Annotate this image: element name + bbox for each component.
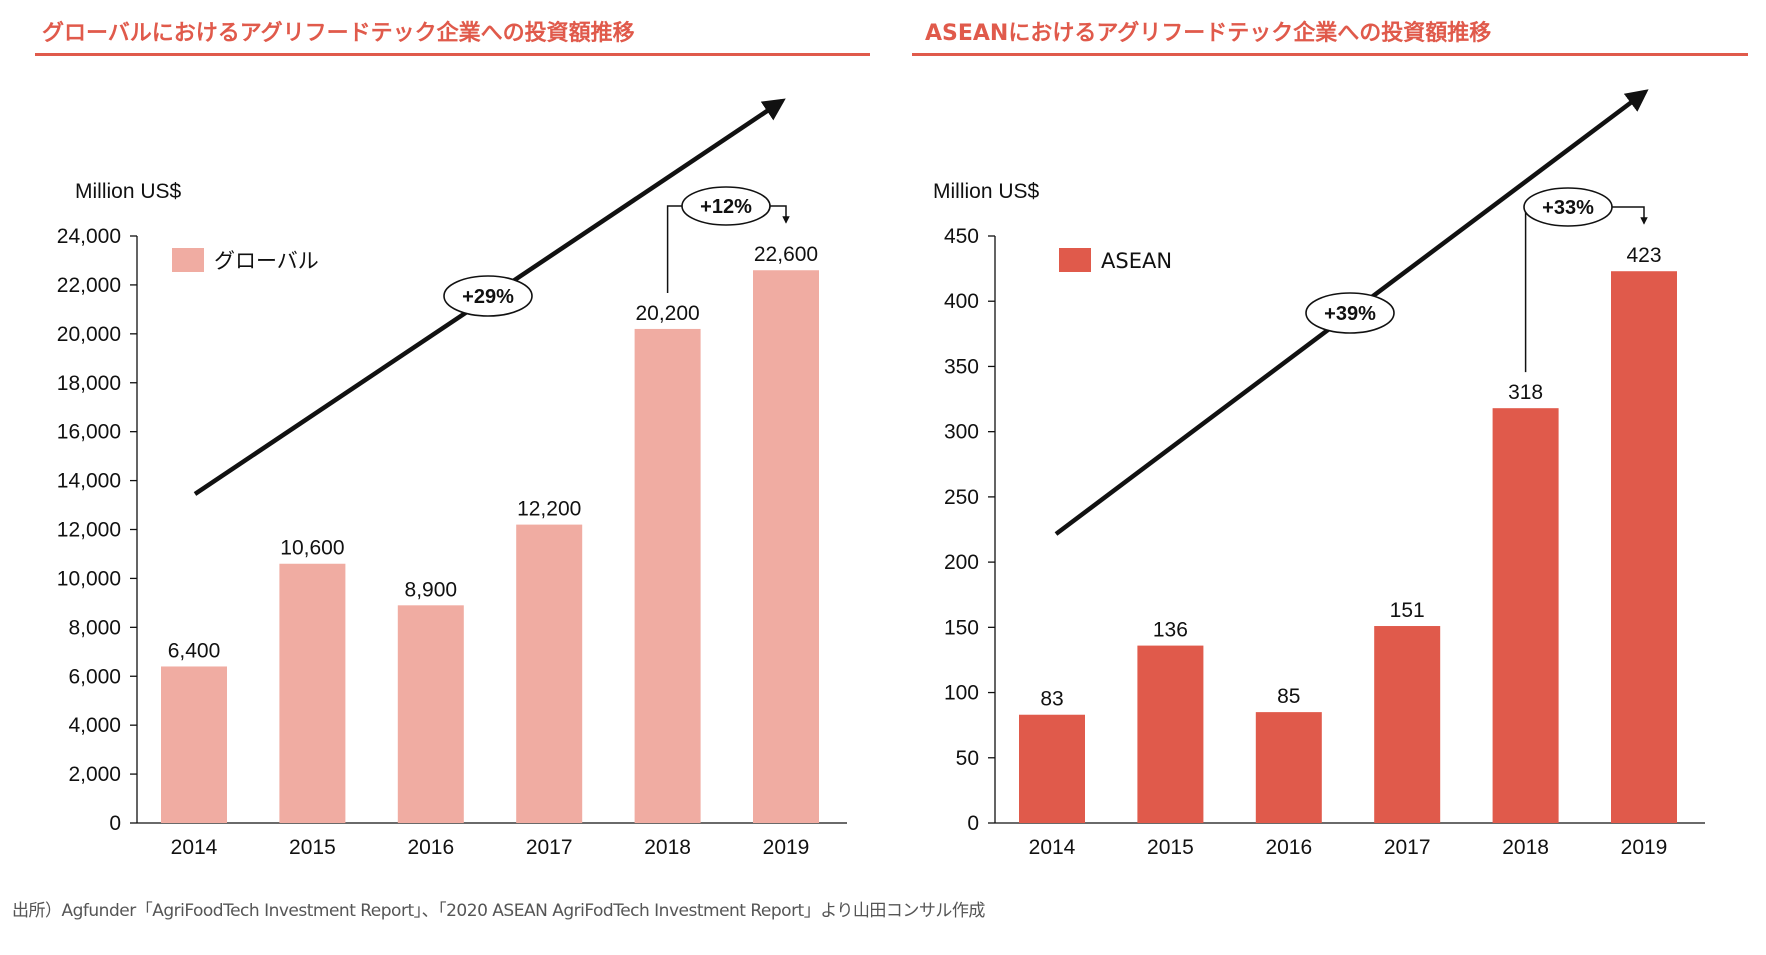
x-tick-label-2019: 2019 bbox=[1621, 836, 1668, 859]
title-underline-asean bbox=[912, 53, 1748, 56]
x-tick-label-2016: 2016 bbox=[1265, 836, 1312, 859]
y-tick-label: 16,000 bbox=[57, 421, 121, 444]
y-tick-label: 24,000 bbox=[57, 225, 121, 248]
bar-2017 bbox=[516, 524, 583, 823]
bar-2018 bbox=[634, 328, 701, 823]
y-tick-label: 2,000 bbox=[68, 763, 121, 786]
data-label-2018: 318 bbox=[1508, 381, 1543, 404]
y-tick-label: 350 bbox=[944, 355, 979, 378]
y-tick-label: 50 bbox=[956, 747, 979, 770]
chart-title-asean: ASEANにおけるアグリフードテック企業への投資額推移 bbox=[925, 21, 1492, 46]
bar-chart-global: Million US$ 0 2,000 4,000 6,000 8,000 10,000 12… bbox=[57, 98, 847, 859]
y-axis-label: Million US$ bbox=[75, 180, 182, 203]
data-label-2017: 151 bbox=[1390, 599, 1425, 622]
data-label-2014: 6,400 bbox=[168, 639, 221, 662]
x-tick-label-2018: 2018 bbox=[644, 836, 691, 859]
y-tick-label: 100 bbox=[944, 682, 979, 705]
y-tick-label: 0 bbox=[967, 812, 979, 835]
y-tick-label: 20,000 bbox=[57, 323, 121, 346]
bar-2014 bbox=[1019, 714, 1085, 823]
y-tick-label: 18,000 bbox=[57, 372, 121, 395]
bar-2015 bbox=[1137, 645, 1204, 823]
data-label-2015: 136 bbox=[1153, 619, 1188, 642]
x-tick-label-2017: 2017 bbox=[1384, 836, 1431, 859]
bar-2014 bbox=[161, 666, 227, 823]
y-tick-label: 4,000 bbox=[68, 714, 121, 737]
legend-label: グローバル bbox=[214, 249, 319, 273]
data-label-2016: 85 bbox=[1277, 685, 1300, 708]
cagr-badge bbox=[443, 275, 533, 317]
data-label-2017: 12,200 bbox=[517, 498, 581, 521]
bar-2019 bbox=[753, 270, 819, 823]
data-label-2019: 22,600 bbox=[754, 243, 818, 266]
data-label-2018: 20,200 bbox=[635, 302, 699, 325]
y-tick-label: 12,000 bbox=[57, 519, 121, 542]
chart-title-global: グローバルにおけるアグリフードテック企業への投資額推移 bbox=[42, 21, 635, 46]
x-tick-label-2018: 2018 bbox=[1502, 836, 1549, 859]
data-label-2019: 423 bbox=[1626, 244, 1661, 267]
x-tick-label-2015: 2015 bbox=[289, 836, 336, 859]
bar-2018 bbox=[1492, 408, 1559, 823]
x-tick-label-2014: 2014 bbox=[1029, 836, 1076, 859]
data-label-2015: 10,600 bbox=[280, 537, 344, 560]
source-note: 出所）Agfunder「AgriFoodTech Investment Repo… bbox=[12, 901, 985, 921]
y-tick-label: 300 bbox=[944, 421, 979, 444]
data-label-2016: 8,900 bbox=[405, 578, 458, 601]
yoy-label: +33% bbox=[1542, 197, 1594, 219]
x-tick-label-2014: 2014 bbox=[171, 836, 218, 859]
y-tick-label: 150 bbox=[944, 616, 979, 639]
bar-2019 bbox=[1611, 271, 1677, 824]
cagr-label: +39% bbox=[1324, 303, 1376, 325]
y-axis-label: Million US$ bbox=[933, 180, 1040, 203]
bar-2016 bbox=[397, 605, 464, 823]
data-label-2014: 83 bbox=[1040, 688, 1063, 711]
y-tick-label: 0 bbox=[109, 812, 121, 835]
x-tick-label-2019: 2019 bbox=[763, 836, 810, 859]
y-tick-label: 200 bbox=[944, 551, 979, 574]
legend-swatch bbox=[1059, 248, 1091, 272]
y-tick-label: 6,000 bbox=[68, 665, 121, 688]
yoy-label: +12% bbox=[700, 196, 752, 218]
y-tick-label: 10,000 bbox=[57, 567, 121, 590]
y-tick-label: 250 bbox=[944, 486, 979, 509]
bar-2017 bbox=[1374, 626, 1441, 823]
y-tick-label: 22,000 bbox=[57, 274, 121, 297]
bar-2016 bbox=[1255, 712, 1322, 823]
legend-label: ASEAN bbox=[1101, 249, 1172, 273]
legend-swatch bbox=[172, 248, 204, 272]
cagr-label: +29% bbox=[462, 286, 514, 308]
cagr-badge bbox=[1305, 292, 1395, 334]
yoy-badge bbox=[1523, 187, 1613, 227]
y-tick-label: 14,000 bbox=[57, 470, 121, 493]
x-tick-label-2015: 2015 bbox=[1147, 836, 1194, 859]
bar-chart-asean: Million US$ 0 50 100 150 200 250 300 350 400 450 83… bbox=[933, 89, 1705, 859]
y-tick-label: 8,000 bbox=[68, 616, 121, 639]
y-tick-label: 400 bbox=[944, 290, 979, 313]
yoy-badge bbox=[681, 186, 771, 226]
x-tick-label-2017: 2017 bbox=[526, 836, 573, 859]
x-tick-label-2016: 2016 bbox=[407, 836, 454, 859]
title-underline-global bbox=[35, 53, 870, 56]
bar-2015 bbox=[279, 563, 346, 823]
y-tick-label: 450 bbox=[944, 225, 979, 248]
